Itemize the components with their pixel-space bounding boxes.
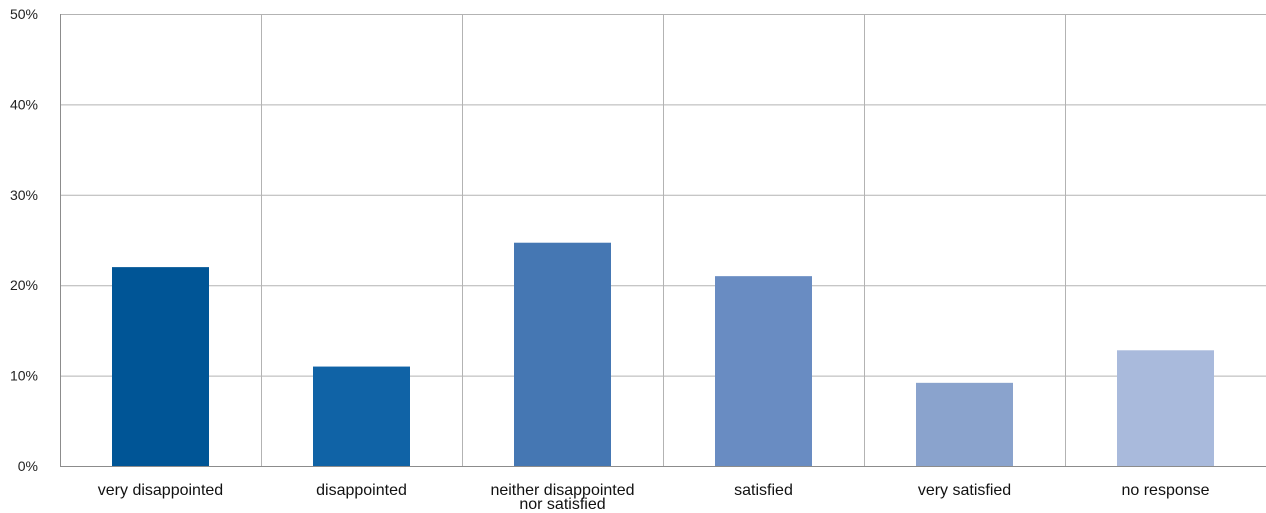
- y-tick-label: 40%: [10, 96, 38, 112]
- x-tick-label: disappointed: [316, 482, 407, 499]
- x-tick-label: very satisfied: [918, 482, 1011, 499]
- x-axis-labels: very disappointed disappointed neither dis…: [98, 482, 1210, 513]
- x-tick-label: very disappointed: [98, 482, 223, 499]
- bars: [112, 242, 1214, 466]
- y-tick-label: 20%: [10, 277, 38, 293]
- y-tick-label: 50%: [10, 6, 38, 22]
- bar-satisfied: [715, 276, 812, 466]
- y-axis-ticks: 0% 10% 20% 30% 40% 50%: [10, 6, 38, 474]
- y-tick-label: 30%: [10, 187, 38, 203]
- bar-no-response: [1117, 350, 1214, 466]
- x-tick-label: satisfied: [734, 482, 793, 499]
- bar-neither-disappointed-nor-satisfied: [514, 242, 611, 466]
- bar-very-disappointed: [112, 267, 209, 466]
- y-tick-label: 10%: [10, 368, 38, 384]
- bar-disappointed: [313, 366, 410, 466]
- gridlines: [60, 14, 1266, 467]
- x-tick-label: no response: [1121, 482, 1209, 499]
- x-tick-label: neither disappointed nor satisfied: [490, 482, 634, 513]
- y-tick-label: 0%: [18, 458, 38, 474]
- bar-very-satisfied: [916, 382, 1013, 466]
